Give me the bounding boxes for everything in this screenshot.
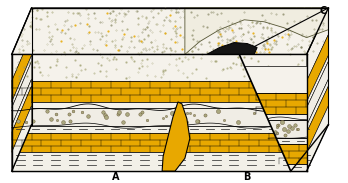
Polygon shape (12, 54, 307, 171)
Text: B: B (244, 172, 251, 182)
Polygon shape (185, 8, 329, 54)
Polygon shape (12, 81, 307, 102)
Polygon shape (279, 144, 307, 164)
Polygon shape (245, 66, 307, 93)
Text: A: A (112, 172, 119, 182)
Polygon shape (266, 114, 307, 120)
Polygon shape (307, 86, 329, 152)
Polygon shape (12, 35, 32, 102)
Polygon shape (12, 79, 32, 133)
Polygon shape (276, 138, 307, 144)
Polygon shape (12, 55, 32, 108)
Polygon shape (288, 164, 307, 171)
Polygon shape (12, 86, 32, 152)
Text: C: C (320, 6, 327, 16)
Polygon shape (268, 120, 307, 138)
Polygon shape (307, 79, 329, 133)
Polygon shape (12, 126, 307, 133)
Polygon shape (12, 106, 32, 171)
Polygon shape (307, 35, 329, 102)
Polygon shape (256, 93, 307, 114)
Polygon shape (307, 8, 329, 81)
Polygon shape (12, 152, 307, 171)
Polygon shape (12, 61, 32, 126)
Polygon shape (12, 54, 307, 81)
Polygon shape (12, 8, 329, 54)
Polygon shape (12, 102, 307, 108)
Polygon shape (12, 108, 307, 126)
Polygon shape (307, 55, 329, 108)
Polygon shape (12, 133, 307, 152)
Polygon shape (207, 43, 257, 54)
Polygon shape (307, 106, 329, 171)
Polygon shape (12, 8, 32, 81)
Polygon shape (307, 61, 329, 126)
Polygon shape (162, 102, 190, 171)
